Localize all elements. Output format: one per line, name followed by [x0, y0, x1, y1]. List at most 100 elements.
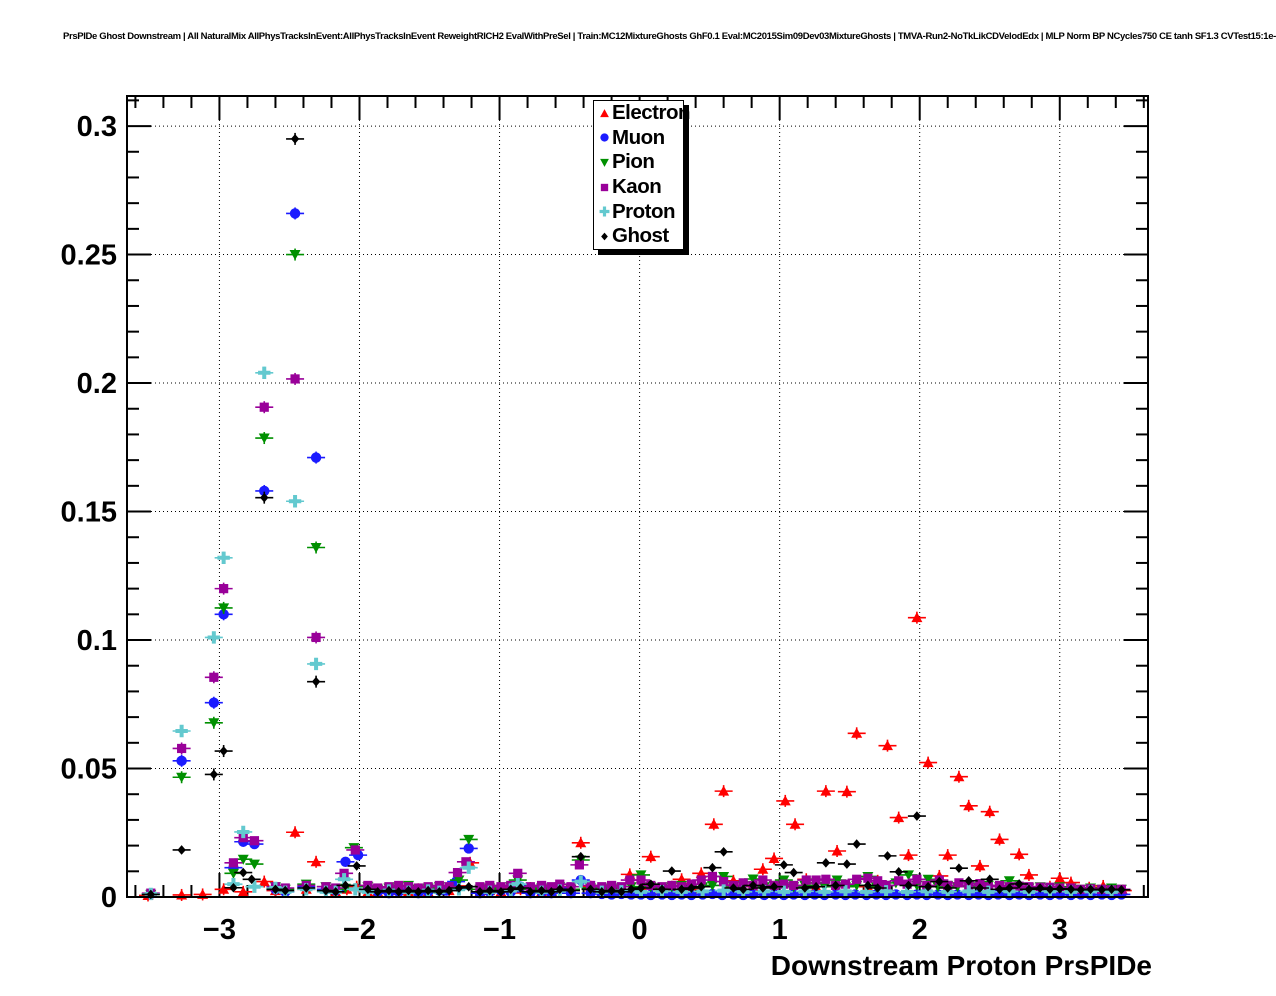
data-point-ghost: [1045, 884, 1055, 895]
data-point-pion: [831, 875, 843, 886]
data-point-ghost: [1055, 883, 1064, 894]
data-point-ghost: [677, 884, 686, 895]
legend-item-proton: Proton: [594, 200, 683, 224]
data-point-ghost: [485, 885, 494, 896]
y-tick-label: 0.1: [77, 625, 117, 657]
data-point-electron: [974, 860, 986, 871]
data-point-electron: [851, 727, 863, 738]
data-point-electron: [942, 849, 954, 860]
diamond-icon: [601, 232, 608, 241]
data-point-ghost: [1076, 885, 1085, 895]
data-point-proton: [962, 885, 975, 898]
data-point-kaon: [452, 867, 463, 878]
data-point-electron: [258, 876, 270, 887]
data-point-ghost: [811, 881, 821, 892]
data-point-pion: [922, 874, 934, 885]
data-point-ghost: [636, 883, 646, 893]
data-point-electron: [994, 833, 1006, 844]
data-point-muon: [176, 755, 187, 767]
data-point-ghost: [219, 746, 228, 756]
x-tick-label: 1: [772, 914, 788, 946]
data-point-ghost: [626, 884, 636, 895]
data-point-ghost: [719, 846, 728, 857]
legend-label: Pion: [612, 150, 655, 174]
data-point-ghost: [1066, 884, 1076, 895]
data-point-pion: [1003, 876, 1015, 887]
data-point-ghost: [646, 879, 656, 889]
data-point-electron: [922, 757, 934, 768]
data-point-ghost: [526, 887, 535, 897]
data-point-kaon: [177, 743, 187, 754]
y-tick-label: 0.2: [77, 368, 117, 400]
legend-item-kaon: Kaon: [594, 175, 683, 199]
data-point-pion: [463, 834, 475, 845]
data-point-proton: [349, 883, 362, 896]
data-point-proton: [758, 885, 771, 898]
data-point-electron: [881, 740, 893, 751]
data-point-ghost: [985, 874, 994, 885]
data-point-ghost: [1117, 885, 1126, 895]
data-point-proton: [309, 657, 323, 671]
data-point-proton: [288, 495, 302, 508]
data-point-electron: [708, 818, 720, 829]
data-point-electron: [963, 800, 975, 811]
x-tick-label: 2: [912, 914, 928, 946]
data-point-ghost: [995, 884, 1004, 895]
y-tick-label: 0: [101, 882, 117, 914]
data-point-ghost: [1035, 883, 1045, 893]
legend-item-electron: Electron: [594, 101, 691, 125]
data-point-ghost: [566, 885, 576, 896]
data-point-ghost: [209, 769, 219, 780]
y-tick-label: 0.05: [61, 754, 117, 786]
data-point-pion: [706, 880, 718, 891]
legend-item-pion: Pion: [594, 151, 683, 175]
data-point-kaon: [290, 374, 300, 384]
data-point-ghost: [576, 851, 585, 862]
data-point-electron: [645, 851, 657, 862]
data-point-kaon: [912, 874, 922, 884]
data-point-kaon: [485, 880, 495, 891]
data-point-ghost: [423, 885, 433, 896]
data-point-ghost: [454, 883, 464, 893]
data-point-proton: [248, 880, 261, 893]
data-point-pion: [453, 875, 465, 886]
data-point-pion: [237, 854, 249, 865]
data-point-ghost: [331, 887, 340, 897]
data-point-electron: [1023, 869, 1035, 880]
data-point-ghost: [769, 881, 779, 892]
data-point-ghost: [873, 883, 882, 893]
data-point-ghost: [506, 884, 515, 895]
data-point-ghost: [537, 885, 546, 896]
data-point-ghost: [247, 874, 256, 885]
data-point-pion: [289, 250, 301, 261]
data-point-pion: [218, 603, 230, 614]
series-ghost: [141, 132, 1131, 900]
data-point-kaon: [954, 878, 964, 888]
data-point-proton: [920, 885, 933, 898]
data-point-ghost: [281, 885, 290, 896]
data-point-ghost: [475, 887, 485, 897]
data-point-ghost: [239, 867, 248, 878]
data-point-ghost: [1024, 884, 1034, 895]
data-point-muon: [259, 485, 270, 497]
data-point-electron: [1054, 872, 1066, 883]
data-point-pion: [635, 870, 647, 881]
data-point-ghost: [607, 885, 616, 896]
data-point-ghost: [1014, 879, 1024, 889]
plot-frame: [126, 95, 1149, 898]
data-point-ghost: [883, 851, 892, 861]
data-point-kaon: [840, 879, 851, 889]
data-point-ghost: [687, 883, 696, 893]
data-point-marker: [600, 159, 609, 168]
data-point-ghost: [404, 885, 413, 896]
data-point-pion: [208, 718, 220, 729]
data-point-kaon: [667, 880, 677, 891]
data-point-electron: [903, 849, 915, 860]
data-point-ghost: [555, 884, 564, 895]
data-point-ghost: [1086, 884, 1095, 895]
plus-icon: [599, 207, 610, 217]
data-point-ghost: [912, 811, 922, 821]
data-point-proton: [696, 885, 709, 898]
data-point-kaon: [249, 836, 260, 846]
data-point-pion: [227, 868, 239, 879]
